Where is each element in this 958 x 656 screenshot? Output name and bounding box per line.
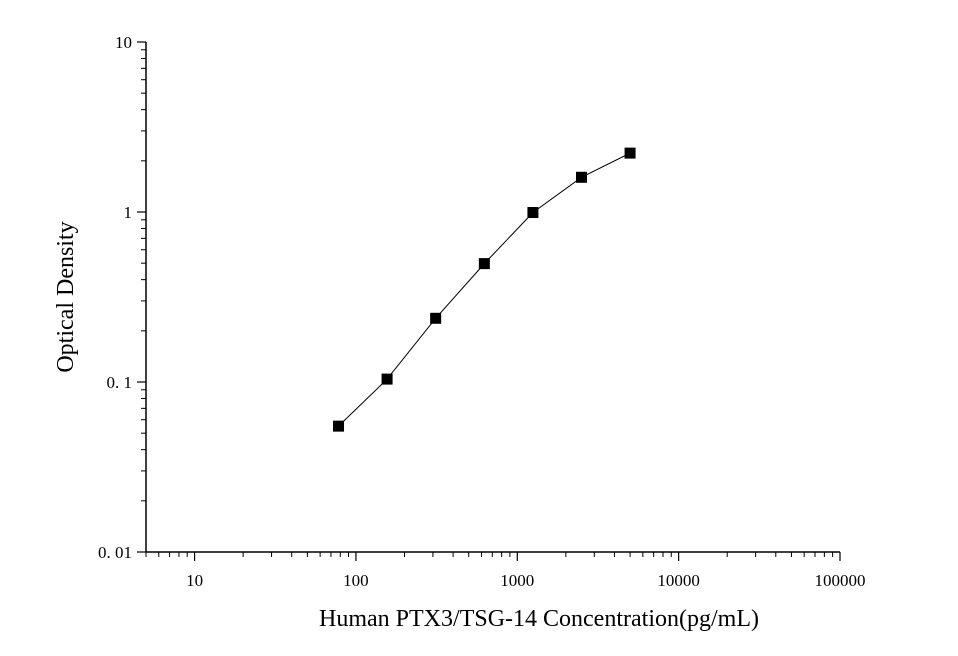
data-point — [430, 312, 442, 324]
y-tick-label: 10 — [115, 33, 132, 52]
axes — [145, 42, 840, 553]
x-tick-label: 100000 — [815, 571, 866, 590]
y-tick-label: 0. 01 — [98, 543, 132, 562]
x-tick-label: 1000 — [500, 571, 534, 590]
data-point — [624, 147, 636, 159]
series-line — [338, 152, 631, 427]
data-point — [527, 207, 539, 219]
data-point — [575, 171, 587, 183]
data-point — [478, 258, 490, 270]
plot-series — [333, 147, 636, 432]
y-tick-label: 1 — [124, 203, 133, 222]
data-point — [381, 373, 393, 385]
x-tick-label: 10000 — [657, 571, 700, 590]
x-tick-label: 10 — [186, 571, 203, 590]
x-axis-ticks: 10 100 1000 10000 100000 — [145, 552, 866, 590]
y-tick-label: 0. 1 — [107, 373, 133, 392]
data-point — [333, 420, 345, 432]
x-tick-label: 100 — [343, 571, 369, 590]
y-axis-title: Optical Density — [53, 221, 79, 372]
y-axis-ticks: 0. 01 0. 1 1 10 — [98, 33, 146, 562]
x-axis-title: Human PTX3/TSG-14 Concentration(pg/mL) — [319, 606, 759, 632]
